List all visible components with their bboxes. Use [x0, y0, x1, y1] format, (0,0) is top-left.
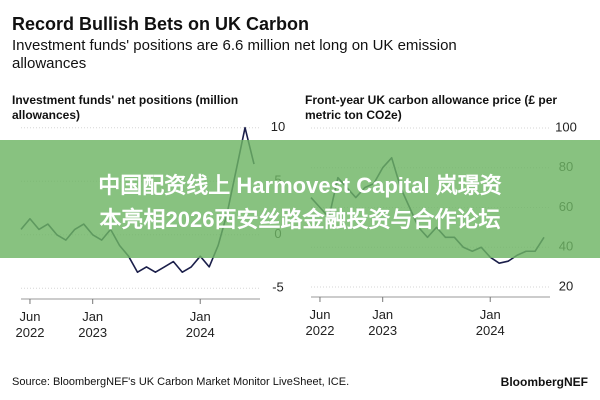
x-tick-label-line: Jan — [480, 307, 501, 322]
banner — [0, 140, 600, 258]
banner-text: 中国配资线上 Harmovest Capital 岚璟资 — [98, 173, 502, 198]
x-tick-label: Jan 2023 — [368, 307, 397, 338]
y-tick-label: 20 — [559, 278, 573, 293]
banner-text: 本亮相2026西安丝路金融投资与合作论坛 — [99, 207, 501, 232]
x-tick-label-line: 2024 — [186, 325, 215, 340]
x-tick-label: Jan 2024 — [476, 307, 505, 338]
y-tick-label: 100 — [555, 119, 577, 134]
x-tick-label-line: Jun — [309, 307, 330, 322]
x-tick-label-line: 2022 — [306, 323, 335, 338]
title: Record Bullish Bets on UK Carbon — [12, 14, 310, 34]
x-tick-label-line: 2023 — [368, 323, 397, 338]
x-tick-label-line: 2023 — [78, 325, 107, 340]
chart-title: Front-year UK carbon allowance price (£ … — [305, 93, 558, 122]
x-tick-label: Jun 2022 — [306, 307, 335, 338]
x-tick-label-line: Jan — [82, 309, 103, 324]
y-tick-label: 10 — [271, 119, 285, 134]
brand: BloombergNEF — [500, 375, 588, 389]
x-tick-label-line: 2022 — [16, 325, 45, 340]
x-tick-label: Jun 2022 — [16, 309, 45, 340]
subtitle: Investment funds' positions are 6.6 mill… — [12, 37, 457, 72]
x-tick-label: Jan 2023 — [78, 309, 107, 340]
x-tick-label-line: Jan — [190, 309, 211, 324]
x-tick-label: Jan 2024 — [186, 309, 215, 340]
y-tick-label: -5 — [272, 280, 284, 295]
chart-title: Investment funds' net positions (million… — [12, 93, 239, 122]
x-tick-label-line: Jun — [19, 309, 40, 324]
x-tick-label-line: Jan — [372, 307, 393, 322]
source: Source: BloombergNEF's UK Carbon Market … — [12, 376, 350, 388]
x-tick-label-line: 2024 — [476, 323, 505, 338]
